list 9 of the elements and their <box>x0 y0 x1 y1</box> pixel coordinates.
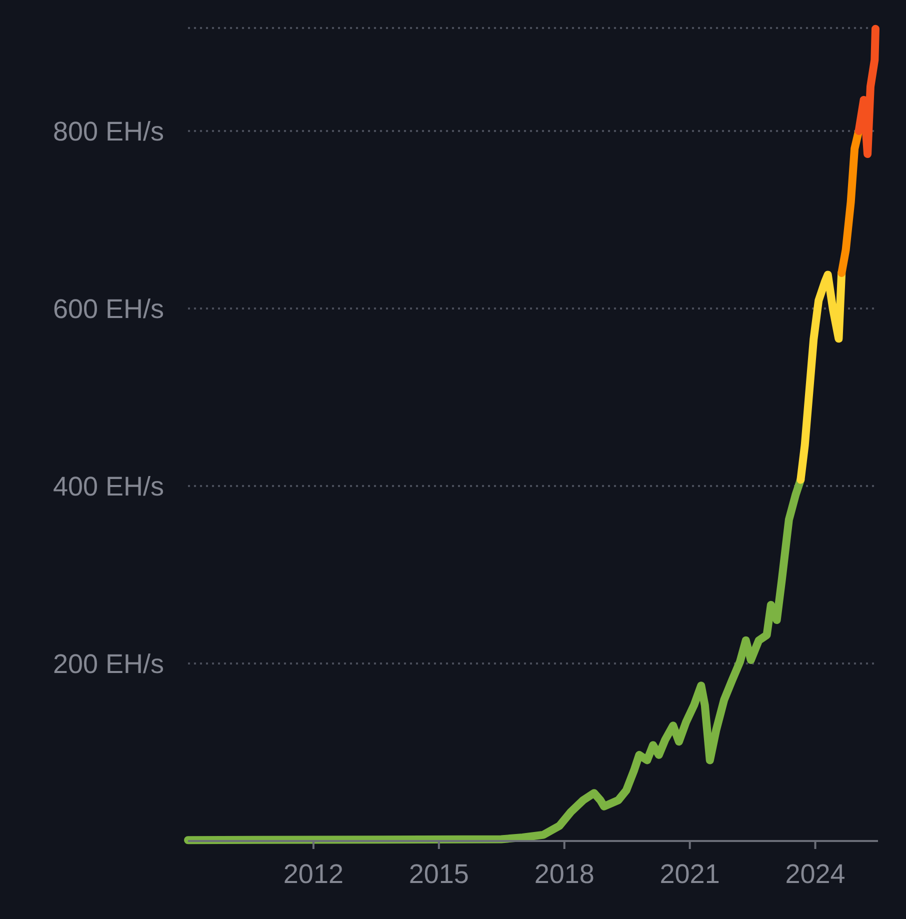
x-tick-label: 2018 <box>534 859 594 889</box>
x-tick-label: 2012 <box>283 859 344 889</box>
y-tick-label: 200 EH/s <box>52 648 164 679</box>
x-tick-label: 2024 <box>785 859 846 889</box>
y-tick-label: 600 EH/s <box>52 294 164 324</box>
y-tick-label: 800 EH/s <box>52 116 164 146</box>
y-tick-label: 400 EH/s <box>52 471 164 502</box>
x-tick-label: 2021 <box>660 859 720 889</box>
x-tick-label: 2015 <box>408 859 469 889</box>
